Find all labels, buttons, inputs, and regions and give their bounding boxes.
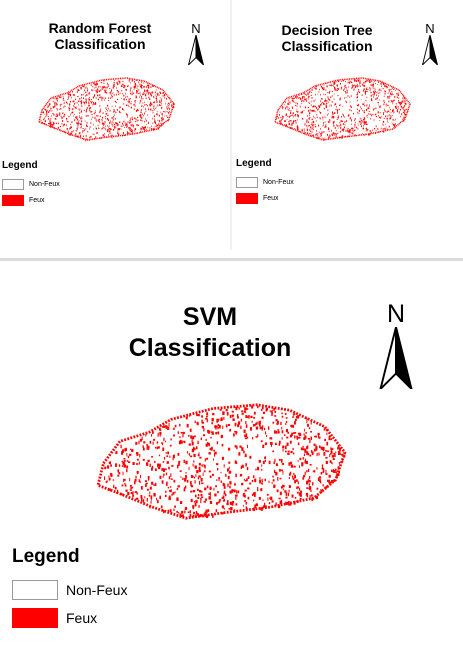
north-label: N	[386, 300, 406, 328]
legend-item-feux: Feux	[236, 193, 294, 204]
legend-item-non-feux: Non-Feux	[12, 580, 127, 600]
north-arrow: N	[184, 22, 208, 65]
panel-divider	[230, 0, 232, 250]
legend-swatch-feux	[2, 195, 24, 206]
map-title-line1: SVM	[182, 303, 238, 331]
map-title-line1: Decision Tree	[281, 22, 373, 38]
legend-label: Feux	[29, 197, 45, 204]
north-label: N	[191, 21, 201, 36]
legend-swatch-feux	[236, 193, 258, 204]
north-label: N	[425, 21, 435, 36]
legend-label: Non-Feux	[66, 582, 128, 598]
legend-item-feux: Feux	[2, 195, 60, 206]
svm-panel: SVM Classification N Legend Non-Feux Feu…	[0, 262, 463, 647]
legend-item-non-feux: Non-Feux	[2, 179, 60, 190]
map-title-line2: Classification	[54, 36, 146, 53]
legend-item-non-feux: Non-Feux	[236, 177, 294, 188]
map-title: SVM Classification	[100, 302, 320, 365]
legend: Legend Non-Feux Feux	[2, 160, 60, 211]
classification-map	[38, 77, 175, 142]
legend-title: Legend	[236, 158, 272, 169]
north-arrow-icon	[422, 35, 438, 65]
legend-title: Legend	[2, 160, 38, 171]
section-divider	[0, 258, 463, 261]
map-title-line1: Random Forest	[48, 20, 152, 36]
legend: Legend Non-Feux Feux	[236, 158, 294, 209]
fire-pixels	[104, 405, 346, 518]
map-title: Decision Tree Classification	[262, 22, 392, 54]
north-arrow: N	[373, 302, 419, 389]
legend-item-feux: Feux	[12, 608, 127, 628]
decision-tree-panel: Decision Tree Classification N Legend No…	[232, 0, 463, 252]
legend: Legend Non-Feux Feux	[12, 546, 127, 636]
fire-pixels	[40, 78, 175, 142]
legend-label: Feux	[66, 610, 98, 626]
legend-title: Legend	[12, 546, 80, 567]
north-arrow-icon	[379, 327, 413, 389]
legend-swatch-non-feux	[2, 179, 24, 190]
north-arrow: N	[418, 22, 442, 65]
fire-pixels	[276, 78, 409, 141]
legend-label: Feux	[263, 195, 279, 202]
map-title-line2: Classification	[128, 334, 292, 363]
legend-swatch-non-feux	[12, 580, 58, 600]
legend-swatch-feux	[12, 608, 58, 628]
legend-label: Non-Feux	[29, 181, 60, 188]
north-arrow-icon	[188, 35, 204, 65]
classification-map	[274, 77, 411, 141]
legend-label: Non-Feux	[263, 179, 294, 186]
map-title: Random Forest Classification	[30, 20, 170, 52]
classification-map	[96, 403, 347, 520]
random-forest-panel: Random Forest Classification N Legend No…	[0, 0, 230, 252]
map-title-line2: Classification	[281, 38, 373, 55]
legend-swatch-non-feux	[236, 177, 258, 188]
